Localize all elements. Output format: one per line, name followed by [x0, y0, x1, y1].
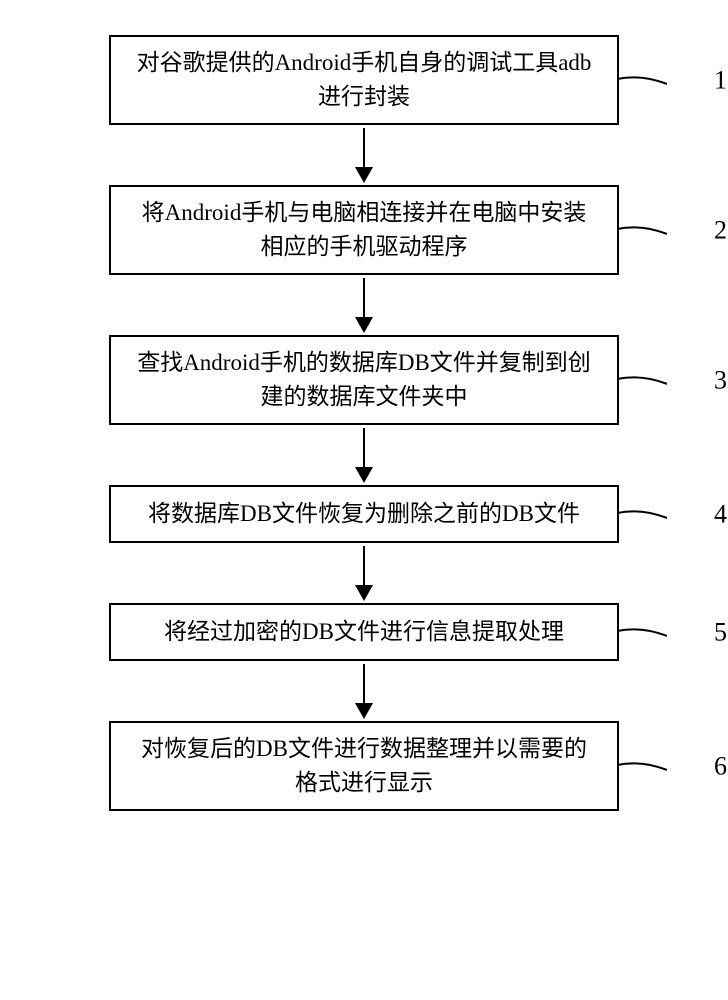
arrow-line	[363, 278, 365, 318]
arrow-line	[363, 664, 365, 704]
arrow-head	[355, 167, 373, 183]
arrow-head	[355, 703, 373, 719]
arrow-head	[355, 585, 373, 601]
arrow	[355, 543, 373, 603]
arrow-line	[363, 428, 365, 468]
step-box-1: 对谷歌提供的Android手机自身的调试工具adb进行封装 1	[109, 35, 619, 125]
arrow	[355, 425, 373, 485]
arrow-head	[355, 317, 373, 333]
arrow-head	[355, 467, 373, 483]
step-text: 将数据库DB文件恢复为删除之前的DB文件	[148, 497, 580, 532]
connector-line	[617, 756, 667, 776]
step-label: 5	[714, 613, 727, 652]
step-box-6: 对恢复后的DB文件进行数据整理并以需要的格式进行显示 6	[109, 721, 619, 811]
step-text: 对谷歌提供的Android手机自身的调试工具adb进行封装	[131, 46, 597, 115]
step-label: 3	[714, 361, 727, 400]
step-box-5: 将经过加密的DB文件进行信息提取处理 5	[109, 603, 619, 661]
connector-line	[617, 370, 667, 390]
arrow-line	[363, 546, 365, 586]
arrow	[355, 125, 373, 185]
arrow-line	[363, 128, 365, 168]
step-box-2: 将Android手机与电脑相连接并在电脑中安装相应的手机驱动程序 2	[109, 185, 619, 275]
flowchart-container: 对谷歌提供的Android手机自身的调试工具adb进行封装 1 将Android…	[0, 0, 728, 811]
step-text: 对恢复后的DB文件进行数据整理并以需要的格式进行显示	[131, 732, 597, 801]
connector-line	[617, 220, 667, 240]
step-label: 2	[714, 211, 727, 250]
step-label: 1	[714, 61, 727, 100]
connector-line	[617, 504, 667, 524]
step-text: 查找Android手机的数据库DB文件并复制到创建的数据库文件夹中	[131, 346, 597, 415]
connector-line	[617, 622, 667, 642]
arrow	[355, 661, 373, 721]
step-box-3: 查找Android手机的数据库DB文件并复制到创建的数据库文件夹中 3	[109, 335, 619, 425]
connector-line	[617, 70, 667, 90]
step-box-4: 将数据库DB文件恢复为删除之前的DB文件 4	[109, 485, 619, 543]
step-text: 将Android手机与电脑相连接并在电脑中安装相应的手机驱动程序	[131, 196, 597, 265]
arrow	[355, 275, 373, 335]
step-label: 4	[714, 495, 727, 534]
step-text: 将经过加密的DB文件进行信息提取处理	[164, 615, 564, 650]
step-label: 6	[714, 747, 727, 786]
